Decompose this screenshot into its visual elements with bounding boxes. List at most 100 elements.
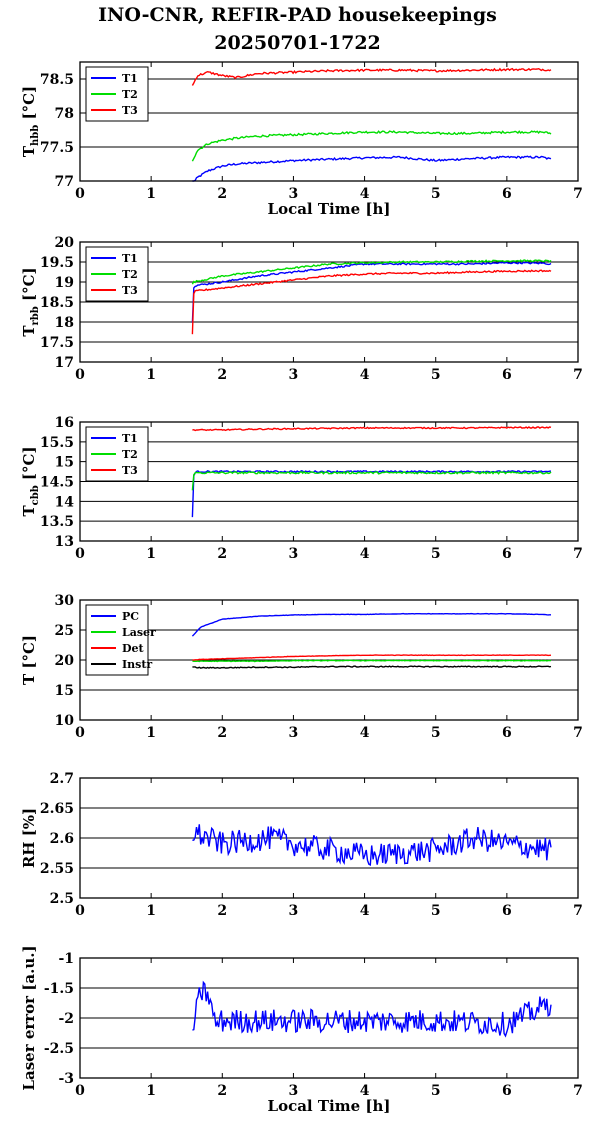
x-axis-label: Local Time [h] [268,1097,391,1115]
y-axis-label: Tcbb [°C] [20,446,41,516]
x-tick-label: 6 [502,186,512,202]
x-tick-label: 7 [573,725,583,741]
x-tick-label: 4 [360,903,370,919]
y-tick-label: 15 [55,683,74,699]
y-tick-label: 17 [55,355,74,371]
y-tick-label: 25 [55,623,74,639]
y-tick-label: 15 [55,455,74,471]
legend-label: T2 [122,268,138,281]
y-tick-label: 78 [55,106,74,122]
y-tick-label: 17.5 [40,335,74,351]
y-tick-label: -2 [58,1011,74,1027]
x-tick-label: 6 [502,1083,512,1099]
legend-label: T2 [122,448,138,461]
y-tick-label: 20 [55,653,75,669]
x-tick-label: 1 [146,725,156,741]
x-tick-label: 3 [289,367,299,383]
plot-frame [79,61,579,182]
chart-panel-4: 10 15 20 25 30 0 1 2 3 4 5 6 7 PC Laser Det Instr T [°C] [20,593,583,741]
x-tick-label: 5 [431,546,441,562]
series-line-t3 [192,426,552,432]
x-tick-label: 7 [573,903,583,919]
legend-label: T1 [122,72,138,85]
y-tick-label: 14.5 [40,475,74,491]
y-tick-label: 14 [55,494,75,510]
x-tick-label: 0 [75,186,85,202]
x-tick-label: 7 [573,1083,583,1099]
x-tick-label: 0 [75,367,85,383]
y-tick-label: 18 [55,315,74,331]
x-tick-label: 0 [75,725,85,741]
series-line-t3 [191,269,552,335]
x-tick-label: 5 [431,367,441,383]
x-tick-label: 0 [75,1083,85,1099]
x-tick-label: 7 [573,546,583,562]
series-line-laser [192,659,551,663]
x-tick-label: 6 [502,546,512,562]
series-line-pc [191,612,551,637]
series-line-det [192,654,552,661]
x-tick-label: 2 [217,725,227,741]
chart-panel-2: 17 17.5 18 18.5 19 19.5 20 0 1 2 3 4 5 6 7 T1 T2 T3 Trbb [… [20,235,583,383]
y-axis-label: Laser error [a.u.] [20,945,38,1090]
y-tick-label: 2.65 [40,801,74,817]
x-tick-label: 5 [431,186,441,202]
x-tick-label: 1 [146,186,156,202]
series-line-t2 [191,259,552,285]
x-tick-label: 6 [502,903,512,919]
series-line-t3 [191,67,552,86]
y-tick-label: 19.5 [40,255,74,271]
x-tick-label: 3 [289,1083,299,1099]
x-tick-label: 4 [360,186,370,202]
chart-panel-5: 2.5 2.55 2.6 2.65 2.7 0 1 2 3 4 5 6 7 RH [%] [20,771,583,919]
x-tick-label: 4 [360,367,370,383]
x-tick-label: 4 [360,546,370,562]
legend: T1 T2 T3 [85,426,149,482]
y-tick-label: 13 [55,534,74,550]
plot-frame [79,421,579,542]
y-tick-label: 30 [55,593,75,609]
y-tick-label: 13.5 [40,514,74,530]
series-line-main [192,824,552,866]
x-tick-label: 3 [289,186,299,202]
legend-label: T1 [122,252,138,265]
legend-label: T2 [122,88,138,101]
series-line-instr [192,665,552,669]
legend-label: T3 [122,104,138,117]
y-tick-label: -2.5 [44,1041,74,1057]
y-tick-label: -3 [58,1071,74,1087]
y-tick-label: 16 [55,415,74,431]
x-tick-label: 4 [360,725,370,741]
plot-frame [79,241,579,363]
chart-panel-3: 13 13.5 14 14.5 15 15.5 16 0 1 2 3 4 5 6 7 T1 T2 T3 Tcbb [… [20,415,583,562]
x-axis-label: Local Time [h] [268,200,391,218]
series-line-t1 [191,261,552,323]
chart-panel-1: 77 77.5 78 78.5 0 1 2 3 4 5 6 7 T1 T2 T3 Thbb [°C] Local… [20,61,583,218]
x-tick-label: 3 [289,546,299,562]
x-tick-label: 5 [431,903,441,919]
y-tick-label: -1 [58,951,74,967]
plot-frame [79,777,579,899]
legend-label: Det [122,642,145,655]
x-tick-label: 1 [146,903,156,919]
legend-label: T3 [122,284,138,297]
x-tick-label: 2 [217,186,227,202]
y-tick-label: 2.5 [50,891,74,907]
y-tick-label: 77 [55,174,74,190]
series-line-t1 [192,155,552,182]
y-tick-label: 2.7 [50,771,74,787]
plot-frame [79,957,579,1079]
x-tick-label: 5 [431,1083,441,1099]
x-tick-label: 6 [502,725,512,741]
y-axis-label: Thbb [°C] [20,86,41,157]
x-tick-label: 7 [573,186,583,202]
x-tick-label: 4 [360,1083,370,1099]
y-tick-label: 2.55 [40,861,74,877]
y-axis-label: T [°C] [20,635,38,685]
x-tick-label: 7 [573,367,583,383]
legend-label: PC [122,610,139,623]
chart-panel-6: -3 -2.5 -2 -1.5 -1 0 1 2 3 4 5 6 7 Laser error [a.u.]… [20,945,583,1115]
legend: PC Laser Det Instr [85,604,156,676]
series-line-t2 [191,470,552,491]
